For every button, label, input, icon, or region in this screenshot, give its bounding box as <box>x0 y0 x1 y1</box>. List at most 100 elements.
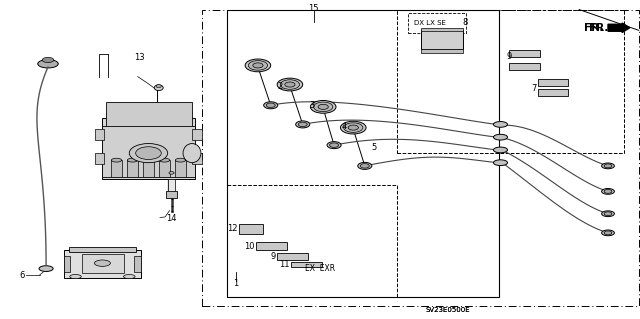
Ellipse shape <box>245 59 271 72</box>
Bar <box>102 126 195 177</box>
Ellipse shape <box>604 189 612 193</box>
Ellipse shape <box>602 189 614 194</box>
Ellipse shape <box>143 158 154 162</box>
Bar <box>64 256 70 272</box>
Bar <box>277 253 308 260</box>
Bar <box>69 247 136 252</box>
Text: DX LX SE: DX LX SE <box>413 20 445 26</box>
Ellipse shape <box>493 134 508 140</box>
Text: 1: 1 <box>233 279 238 288</box>
Text: 15: 15 <box>308 4 319 13</box>
Bar <box>159 160 170 177</box>
Ellipse shape <box>277 78 303 91</box>
Text: 12: 12 <box>227 224 237 233</box>
Bar <box>111 160 122 177</box>
Bar <box>421 30 463 49</box>
Text: SV23E0500E: SV23E0500E <box>426 307 470 313</box>
Ellipse shape <box>493 147 508 153</box>
Ellipse shape <box>285 82 295 87</box>
Ellipse shape <box>266 103 275 108</box>
Bar <box>64 250 141 278</box>
Ellipse shape <box>154 85 163 91</box>
Ellipse shape <box>602 163 614 169</box>
Bar <box>256 242 287 250</box>
Text: 8: 8 <box>462 19 467 27</box>
Text: 4: 4 <box>342 122 347 131</box>
Text: 7: 7 <box>531 84 536 93</box>
Bar <box>421 28 463 31</box>
Bar <box>509 63 540 70</box>
Ellipse shape <box>604 231 612 235</box>
Ellipse shape <box>111 158 122 162</box>
Text: 11: 11 <box>280 260 290 269</box>
Bar <box>82 254 124 273</box>
Ellipse shape <box>327 142 341 149</box>
Text: FR.: FR. <box>589 23 608 33</box>
Text: 6: 6 <box>19 271 24 280</box>
Text: 10: 10 <box>244 242 255 251</box>
Text: 14: 14 <box>166 214 177 223</box>
Ellipse shape <box>298 122 307 127</box>
Text: FR.: FR. <box>584 23 603 33</box>
Bar <box>202 10 639 306</box>
Ellipse shape <box>360 164 369 168</box>
Ellipse shape <box>604 164 612 168</box>
Bar <box>421 49 463 53</box>
Bar <box>166 191 177 198</box>
Ellipse shape <box>127 158 138 162</box>
Text: 2: 2 <box>277 82 282 91</box>
Bar <box>192 129 202 140</box>
Ellipse shape <box>358 162 372 169</box>
Bar <box>227 10 499 297</box>
Ellipse shape <box>296 121 310 128</box>
Ellipse shape <box>348 125 358 130</box>
Ellipse shape <box>330 143 339 147</box>
Bar <box>127 160 138 177</box>
Bar <box>168 179 175 191</box>
Ellipse shape <box>344 123 363 132</box>
Bar <box>239 224 263 234</box>
Ellipse shape <box>95 260 111 266</box>
Ellipse shape <box>183 144 201 163</box>
Ellipse shape <box>39 266 53 271</box>
Ellipse shape <box>493 122 508 127</box>
Bar <box>175 160 186 177</box>
Bar <box>538 79 568 86</box>
Text: 9: 9 <box>507 52 512 61</box>
Text: 9: 9 <box>271 252 276 261</box>
FancyArrow shape <box>608 23 630 33</box>
Ellipse shape <box>136 147 161 160</box>
Ellipse shape <box>602 211 614 217</box>
Ellipse shape <box>156 85 161 88</box>
Bar <box>106 102 192 128</box>
Ellipse shape <box>318 104 328 109</box>
Ellipse shape <box>253 63 263 68</box>
Ellipse shape <box>314 102 333 112</box>
Text: 5: 5 <box>372 143 377 152</box>
Bar <box>143 160 154 177</box>
Ellipse shape <box>129 144 168 163</box>
Bar <box>291 262 322 267</box>
Ellipse shape <box>604 212 612 216</box>
Ellipse shape <box>159 158 170 162</box>
Ellipse shape <box>124 274 135 279</box>
Bar <box>95 129 104 140</box>
Text: EX  EXR: EX EXR <box>305 264 335 273</box>
Bar <box>509 50 540 57</box>
Bar <box>95 153 104 164</box>
Bar <box>192 153 202 164</box>
Bar <box>227 185 397 297</box>
Text: 13: 13 <box>134 53 145 62</box>
Ellipse shape <box>310 100 336 113</box>
Bar <box>134 256 141 272</box>
Ellipse shape <box>280 80 300 89</box>
Bar <box>397 10 624 153</box>
Ellipse shape <box>169 172 174 174</box>
Ellipse shape <box>493 160 508 166</box>
Text: SV23E0500E: SV23E0500E <box>426 307 470 313</box>
Ellipse shape <box>70 274 81 279</box>
Ellipse shape <box>42 57 54 63</box>
Ellipse shape <box>248 61 268 70</box>
Bar <box>538 89 568 96</box>
Ellipse shape <box>602 230 614 236</box>
